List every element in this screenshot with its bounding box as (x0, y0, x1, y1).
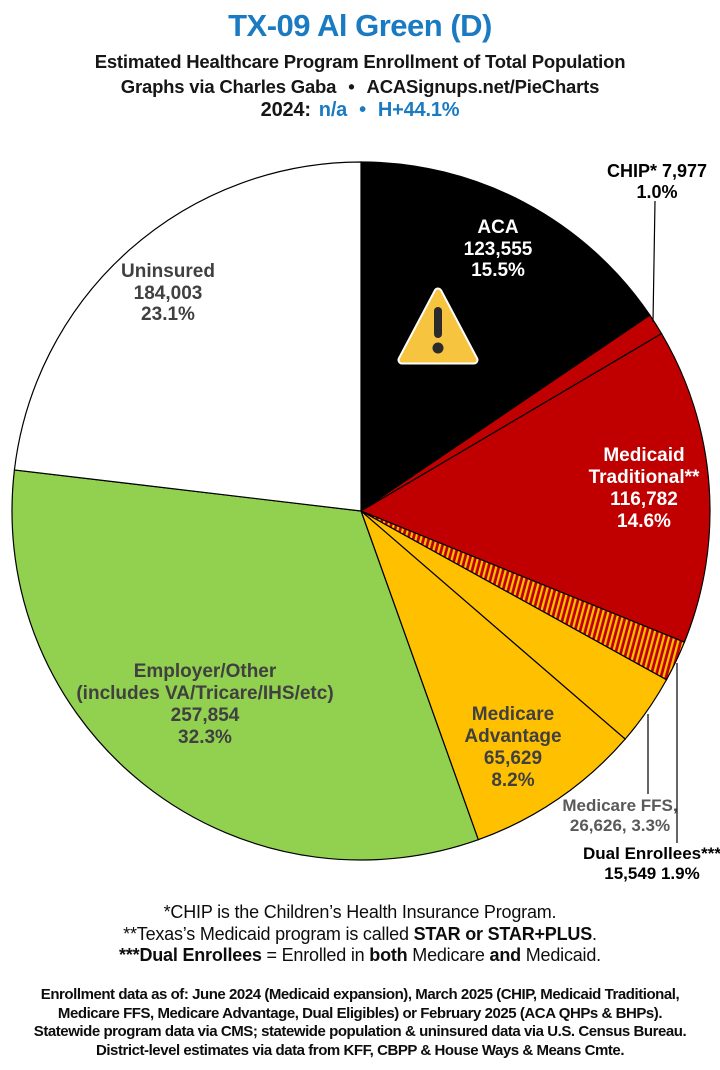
source-note: Enrollment data as of: June 2024 (Medica… (0, 986, 720, 1060)
bullet-separator: • (348, 76, 355, 97)
source-line: Statewide program data via CMS; statewid… (33, 1023, 687, 1040)
label-medicare-advantage: Medicare Advantage 65,629 8.2% (464, 704, 562, 791)
label-medicaid-traditional: Medicaid Traditional** 116,782 14.6% (588, 445, 700, 532)
footnote-chip: *CHIP is the Children’s Health Insurance… (163, 902, 557, 922)
footnote-dual: ***Dual Enrollees = Enrolled in both Med… (119, 945, 601, 965)
warning-icon (396, 284, 480, 370)
page-title: TX-09 Al Green (D) (228, 8, 492, 43)
footnotes: *CHIP is the Children’s Health Insurance… (0, 902, 720, 967)
pie-slice-uninsured (13, 161, 362, 512)
label-employer-other: Employer/Other (includes VA/Tricare/IHS/… (76, 661, 334, 748)
chip-leader-line (652, 200, 656, 323)
label-medicare-ffs: Medicare FFS, 26,626, 3.3% (562, 796, 678, 835)
source-line: Medicare FFS, Medicare Advantage, Dual E… (57, 1004, 663, 1022)
credit-line: Graphs via Charles Gaba • ACASignups.net/P… (0, 76, 720, 98)
label-chip: CHIP* 7,977 1.0% (606, 161, 708, 202)
year-value: n/a (318, 99, 348, 121)
year-line: 2024: n/a • H+44.1% (0, 99, 720, 122)
credit-author: Graphs via Charles Gaba (120, 76, 337, 97)
footnote-medicaid: **Texas’s Medicaid program is called STA… (123, 923, 597, 944)
credit-site: ACASignups.net/PieCharts (366, 76, 600, 97)
subtitle: Estimated Healthcare Program Enrollment … (94, 51, 626, 72)
hplus-value: H+44.1% (377, 99, 460, 121)
pie-slice-dual-enrollees (360, 510, 686, 681)
source-line: Enrollment data as of: June 2024 (Medica… (40, 986, 680, 1003)
label-aca: ACA 123,555 15.5% (463, 216, 533, 281)
bullet-separator-2: • (359, 99, 366, 121)
source-line: District-level estimates via data from K… (95, 1041, 625, 1059)
year-label: 2024: (260, 99, 311, 121)
label-uninsured: Uninsured 184,003 23.1% (121, 260, 215, 325)
label-dual-enrollees: Dual Enrollees*** 15,549 1.9% (583, 844, 720, 883)
